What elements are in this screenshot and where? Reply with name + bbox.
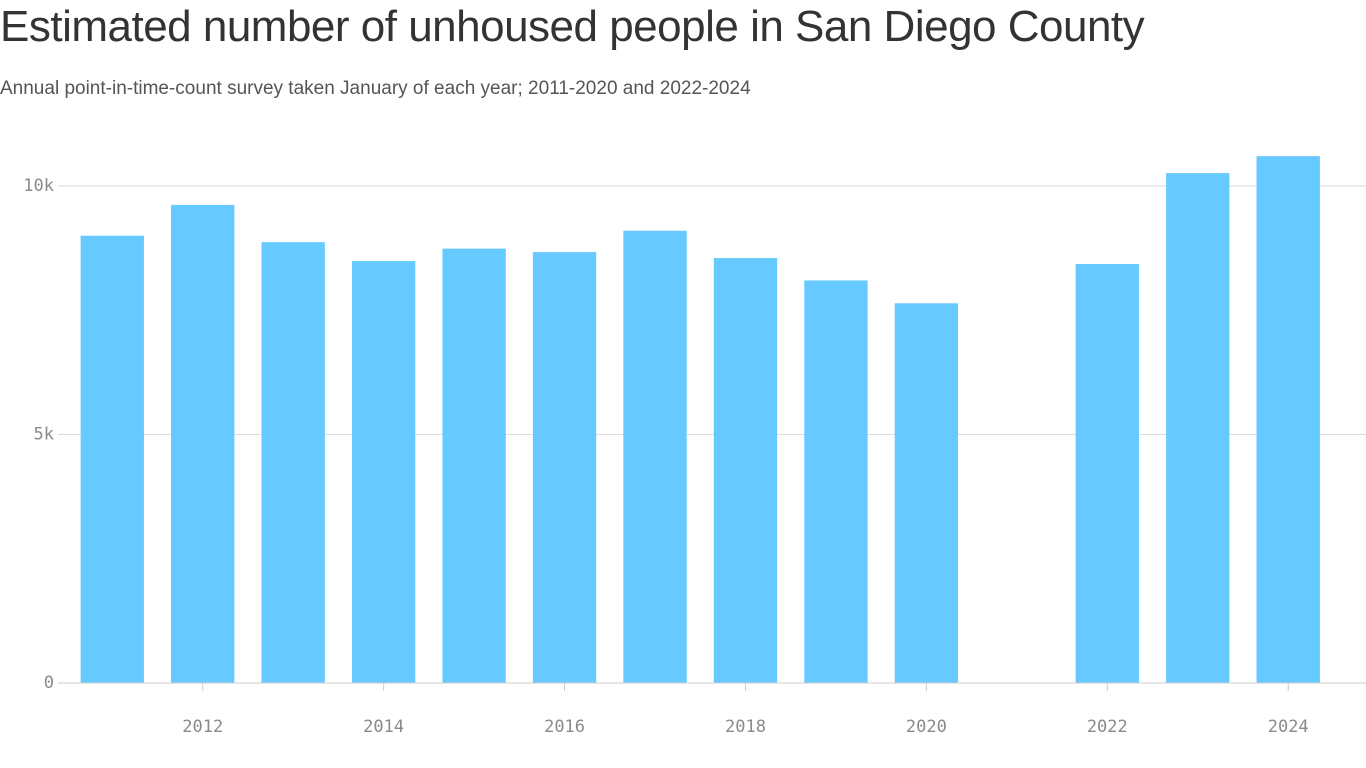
y-tick-label: 0	[44, 673, 54, 693]
bar	[894, 303, 959, 683]
bar	[171, 204, 235, 684]
bar	[804, 280, 868, 683]
x-tick-label: 2020	[906, 717, 947, 737]
x-tick-label: 2018	[725, 717, 766, 737]
bar	[80, 235, 144, 683]
bar	[623, 230, 687, 684]
chart-title: Estimated number of unhoused people in S…	[0, 2, 1145, 51]
bar	[713, 258, 778, 683]
x-tick-label: 2024	[1268, 717, 1309, 737]
bar	[1256, 156, 1320, 683]
bar	[1075, 264, 1139, 683]
chart-subtitle: Annual point-in-time-count survey taken …	[0, 78, 751, 99]
bar	[1166, 173, 1230, 683]
x-tick-label: 2012	[182, 717, 223, 737]
bar	[351, 261, 416, 683]
x-tick-label: 2022	[1087, 717, 1128, 737]
x-tick-label: 2014	[363, 717, 404, 737]
y-tick-label: 5k	[34, 425, 54, 445]
x-tick-label: 2016	[544, 717, 585, 737]
bar	[532, 252, 597, 683]
bar	[261, 242, 325, 683]
y-tick-label: 10k	[23, 176, 54, 196]
bar	[442, 248, 506, 683]
